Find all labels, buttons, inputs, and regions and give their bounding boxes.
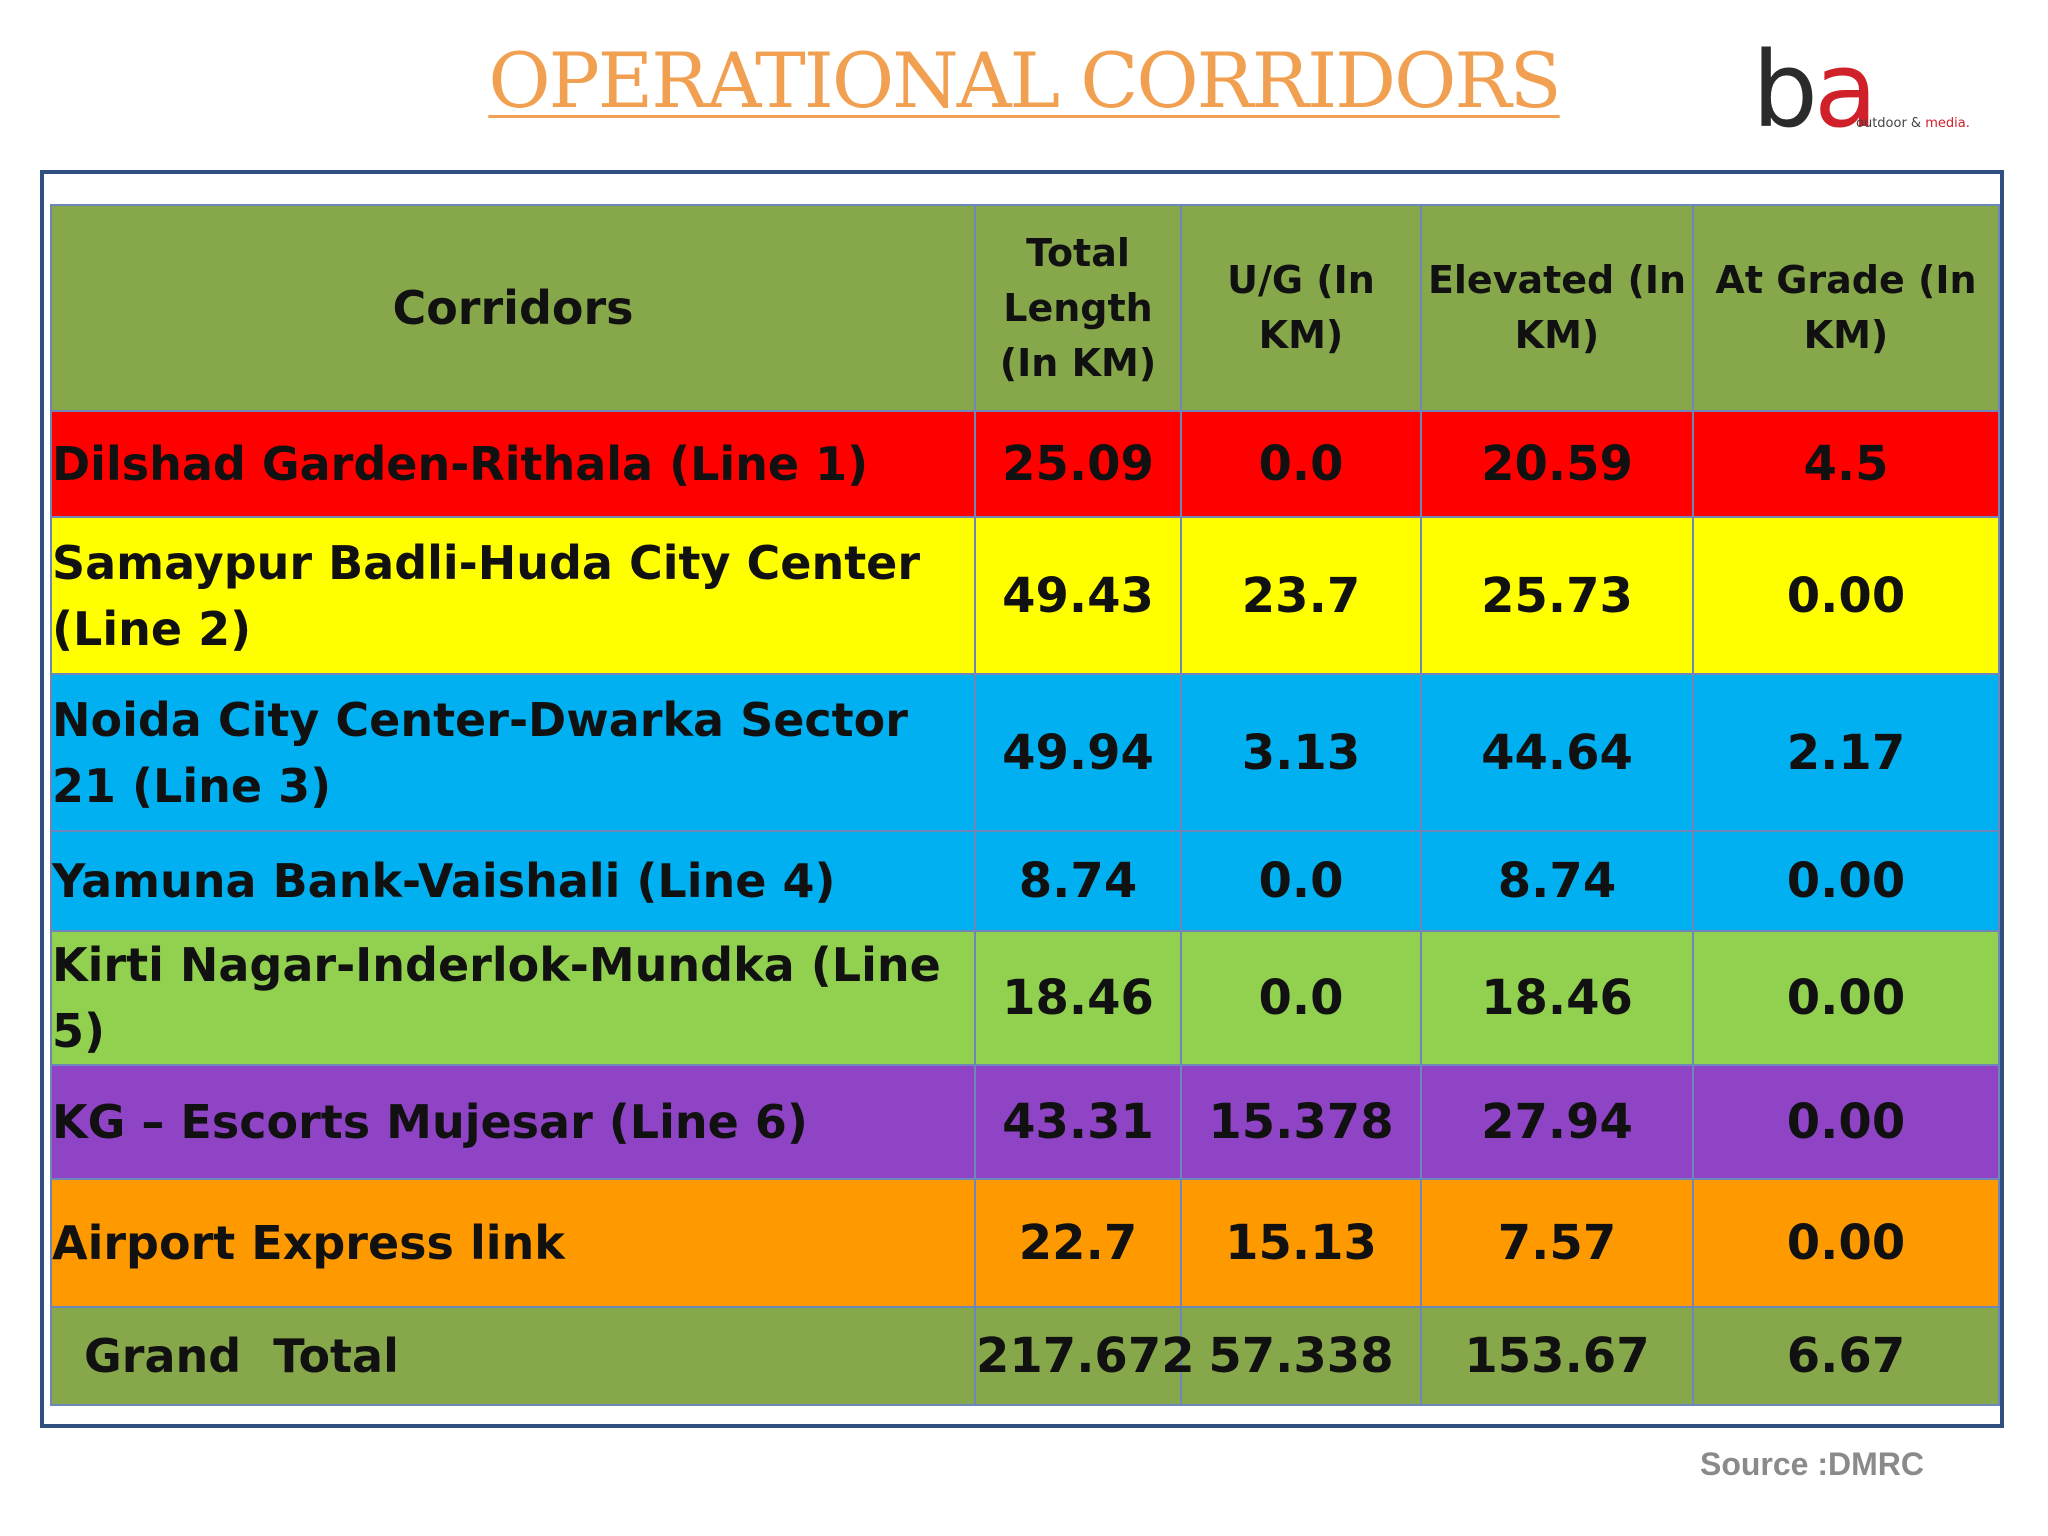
table-row: Noida City Center-Dwarka Sector 21 (Line… (50, 673, 2000, 832)
at-grade-cell: 2.17 (1692, 673, 2000, 832)
table-row: Airport Express link 22.7 15.13 7.57 0.0… (50, 1178, 2000, 1308)
source-note: Source :DMRC (1699, 1446, 1924, 1482)
total-length-cell: 49.43 (974, 516, 1182, 675)
logo-letters: ba (1752, 38, 1878, 142)
elevated-cell: 27.94 (1420, 1064, 1694, 1180)
header-corridors: Corridors (50, 204, 976, 412)
ug-cell: 0.0 (1180, 830, 1422, 932)
corridor-name: Dilshad Garden-Rithala (Line 1) (50, 410, 976, 518)
header-ug: U/G (In KM) (1180, 204, 1422, 412)
grand-total-row: Grand Total 217.672 57.338 153.67 6.67 (50, 1306, 2000, 1406)
grand-total-ug: 57.338 (1180, 1306, 1422, 1406)
grand-total-elevated: 153.67 (1420, 1306, 1694, 1406)
ug-cell: 15.13 (1180, 1178, 1422, 1308)
total-length-cell: 43.31 (974, 1064, 1182, 1180)
ug-cell: 0.0 (1180, 410, 1422, 518)
logo-tagline-part1: outdoor & (1856, 116, 1926, 131)
logo-letter-b: b (1752, 29, 1818, 151)
total-length-cell: 8.74 (974, 830, 1182, 932)
grand-total-length: 217.672 (974, 1306, 1195, 1406)
logo-tagline: outdoor & media. (1856, 116, 1970, 131)
at-grade-cell: 0.00 (1692, 1178, 2000, 1308)
corridor-name: Noida City Center-Dwarka Sector 21 (Line… (50, 673, 976, 832)
corridor-name: Airport Express link (50, 1178, 976, 1308)
elevated-cell: 44.64 (1420, 673, 1694, 832)
ug-cell: 3.13 (1180, 673, 1422, 832)
corridor-name: Kirti Nagar-Inderlok-Mundka (Line 5) (50, 930, 976, 1066)
elevated-cell: 7.57 (1420, 1178, 1694, 1308)
total-length-cell: 18.46 (974, 930, 1182, 1066)
ug-cell: 23.7 (1180, 516, 1422, 675)
corridor-name: KG – Escorts Mujesar (Line 6) (50, 1064, 976, 1180)
at-grade-cell: 0.00 (1692, 1064, 2000, 1180)
page-title: OPERATIONAL CORRIDORS (488, 36, 1561, 125)
logo-tagline-part2: media. (1925, 116, 1970, 131)
at-grade-cell: 0.00 (1692, 516, 2000, 675)
header-at-grade: At Grade (In KM) (1692, 204, 2000, 412)
table-row: Dilshad Garden-Rithala (Line 1) 25.09 0.… (50, 410, 2000, 518)
company-logo: ba outdoor & media. (1752, 38, 1992, 142)
at-grade-cell: 0.00 (1692, 930, 2000, 1066)
at-grade-cell: 4.5 (1692, 410, 2000, 518)
total-length-cell: 25.09 (974, 410, 1182, 518)
header-elevated: Elevated (In KM) (1420, 204, 1694, 412)
ug-cell: 0.0 (1180, 930, 1422, 1066)
elevated-cell: 25.73 (1420, 516, 1694, 675)
total-length-cell: 49.94 (974, 673, 1182, 832)
table-row: Samaypur Badli-Huda City Center (Line 2)… (50, 516, 2000, 675)
table-header-row: Corridors Total Length (In KM) U/G (In K… (50, 204, 2000, 412)
table-row: Yamuna Bank-Vaishali (Line 4) 8.74 0.0 8… (50, 830, 2000, 932)
corridor-name: Yamuna Bank-Vaishali (Line 4) (50, 830, 976, 932)
table-row: Kirti Nagar-Inderlok-Mundka (Line 5) 18.… (50, 930, 2000, 1066)
ug-cell: 15.378 (1180, 1064, 1422, 1180)
corridors-table: Corridors Total Length (In KM) U/G (In K… (50, 204, 2000, 1406)
elevated-cell: 18.46 (1420, 930, 1694, 1066)
grand-total-label: Grand Total (50, 1306, 976, 1406)
table-row: KG – Escorts Mujesar (Line 6) 43.31 15.3… (50, 1064, 2000, 1180)
logo-letter-a: a (1814, 29, 1878, 151)
grand-total-at-grade: 6.67 (1692, 1306, 2000, 1406)
elevated-cell: 8.74 (1420, 830, 1694, 932)
corridor-name: Samaypur Badli-Huda City Center (Line 2) (50, 516, 976, 675)
total-length-cell: 22.7 (974, 1178, 1182, 1308)
header-total-length: Total Length (In KM) (974, 204, 1182, 412)
elevated-cell: 20.59 (1420, 410, 1694, 518)
at-grade-cell: 0.00 (1692, 830, 2000, 932)
